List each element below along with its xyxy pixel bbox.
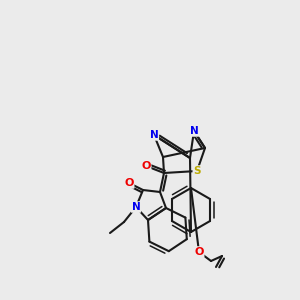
Text: S: S bbox=[193, 166, 201, 176]
Text: N: N bbox=[132, 202, 140, 212]
Text: O: O bbox=[194, 247, 204, 257]
Text: N: N bbox=[190, 126, 198, 136]
Text: N: N bbox=[150, 130, 158, 140]
Text: O: O bbox=[141, 161, 151, 171]
Text: O: O bbox=[124, 178, 134, 188]
